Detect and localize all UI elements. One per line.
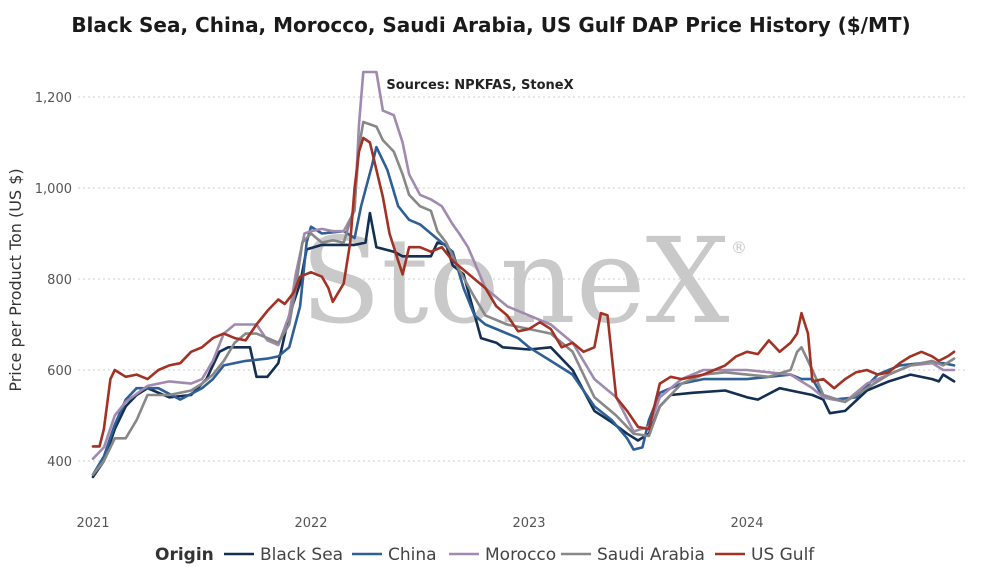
legend-label-black-sea: Black Sea bbox=[260, 545, 343, 565]
y-tick-label: 1,000 bbox=[35, 182, 72, 197]
y-axis-label: Price per Product Ton (US $) bbox=[6, 168, 25, 391]
chart-subtitle: Sources: NPKFAS, StoneX bbox=[386, 78, 573, 93]
series-line-us-gulf bbox=[91, 136, 956, 448]
legend-label-morocco: Morocco bbox=[485, 545, 556, 565]
x-tick-label: 2022 bbox=[294, 516, 327, 531]
x-axis-ticks: 2021 2022 2023 2024 bbox=[76, 516, 763, 531]
y-tick-label: 1,200 bbox=[35, 91, 72, 106]
watermark-text: StoneX bbox=[300, 212, 729, 350]
legend: Origin Black Sea China Morocco Saudi Arabia… bbox=[155, 545, 815, 565]
legend-label-us-gulf: US Gulf bbox=[751, 545, 815, 565]
series-line-black-sea bbox=[91, 211, 956, 479]
x-tick-label: 2023 bbox=[512, 516, 545, 531]
x-tick-label: 2021 bbox=[76, 516, 109, 531]
chart-title: Black Sea, China, Morocco, Saudi Arabia,… bbox=[71, 13, 910, 37]
series-line-morocco bbox=[91, 70, 956, 460]
y-tick-label: 400 bbox=[47, 455, 72, 470]
series-lines bbox=[91, 70, 956, 479]
y-tick-label: 600 bbox=[47, 364, 72, 379]
x-tick-label: 2024 bbox=[730, 516, 763, 531]
legend-label-saudi-arabia: Saudi Arabia bbox=[597, 545, 705, 565]
y-tick-label: 800 bbox=[47, 273, 72, 288]
legend-label-china: China bbox=[388, 545, 437, 565]
legend-title: Origin bbox=[155, 545, 214, 565]
watermark-registered-mark: ® bbox=[731, 238, 747, 257]
y-axis-ticks: 400 600 800 1,000 1,200 bbox=[35, 91, 72, 470]
grid-lines bbox=[78, 96, 968, 462]
series-line-saudi-arabia bbox=[91, 120, 956, 476]
